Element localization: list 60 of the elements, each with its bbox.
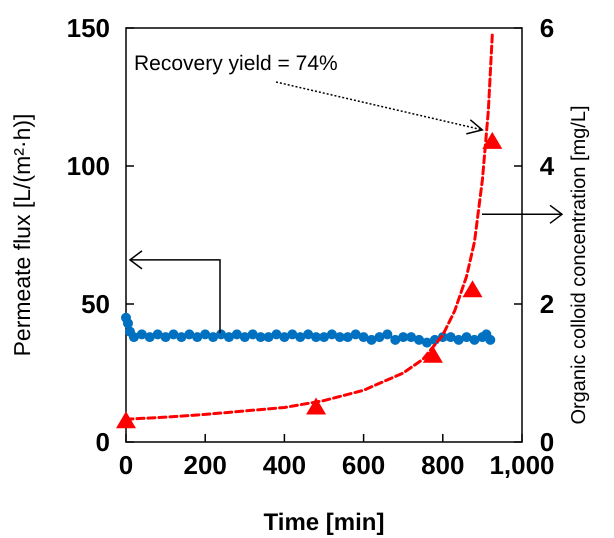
point — [122, 318, 133, 328]
point — [128, 332, 139, 342]
point — [240, 332, 250, 342]
point — [303, 329, 314, 340]
point — [144, 332, 155, 342]
point — [382, 329, 392, 340]
x-tick-label: 0 — [118, 450, 134, 480]
point — [264, 332, 274, 342]
point — [287, 329, 298, 340]
point — [469, 334, 480, 345]
point — [462, 280, 482, 298]
y2-tick-label: 2 — [540, 289, 554, 319]
point — [482, 132, 502, 149]
point — [414, 334, 424, 345]
y-tick-label: 0 — [96, 427, 110, 457]
point — [319, 332, 329, 342]
point — [406, 332, 416, 342]
point — [248, 329, 258, 340]
y2-tick-label: 4 — [540, 151, 555, 181]
point — [176, 332, 186, 342]
point — [295, 332, 306, 342]
point — [446, 332, 456, 342]
x-tick-label: 400 — [262, 450, 306, 480]
x-tick-label: 600 — [342, 450, 386, 480]
y2-tick-label: 6 — [540, 13, 554, 43]
point — [200, 329, 210, 340]
y-tick-label: 100 — [66, 151, 110, 181]
point — [192, 332, 202, 342]
point — [350, 329, 361, 340]
point — [390, 334, 400, 345]
point — [116, 411, 136, 428]
y-tick-label: 50 — [81, 289, 110, 319]
point — [271, 329, 282, 340]
point — [168, 329, 179, 340]
point — [152, 329, 163, 340]
x-tick-label: 200 — [184, 450, 227, 480]
x-tick-label: 800 — [421, 450, 464, 480]
point — [422, 346, 443, 363]
point — [342, 332, 353, 342]
point — [485, 334, 496, 345]
point — [326, 329, 337, 340]
y-axis-title: Permeate flux [L/(m²·h)] — [9, 114, 35, 356]
point — [422, 338, 432, 348]
point — [366, 334, 377, 345]
point — [462, 332, 472, 342]
point — [374, 332, 384, 342]
point — [208, 332, 218, 342]
point — [184, 329, 194, 340]
x-axis-title: Time [min] — [264, 509, 384, 536]
point — [232, 329, 242, 340]
point — [224, 332, 234, 342]
point — [136, 329, 147, 340]
annotation: Recovery yield = 74% — [134, 52, 338, 75]
y-tick-label: 150 — [66, 13, 110, 43]
y2-axis-title: Organic colloid concentration [mg/L] — [568, 105, 590, 425]
point — [160, 332, 171, 342]
point — [279, 332, 290, 342]
point — [454, 334, 464, 345]
point — [358, 332, 369, 342]
point — [306, 398, 326, 414]
